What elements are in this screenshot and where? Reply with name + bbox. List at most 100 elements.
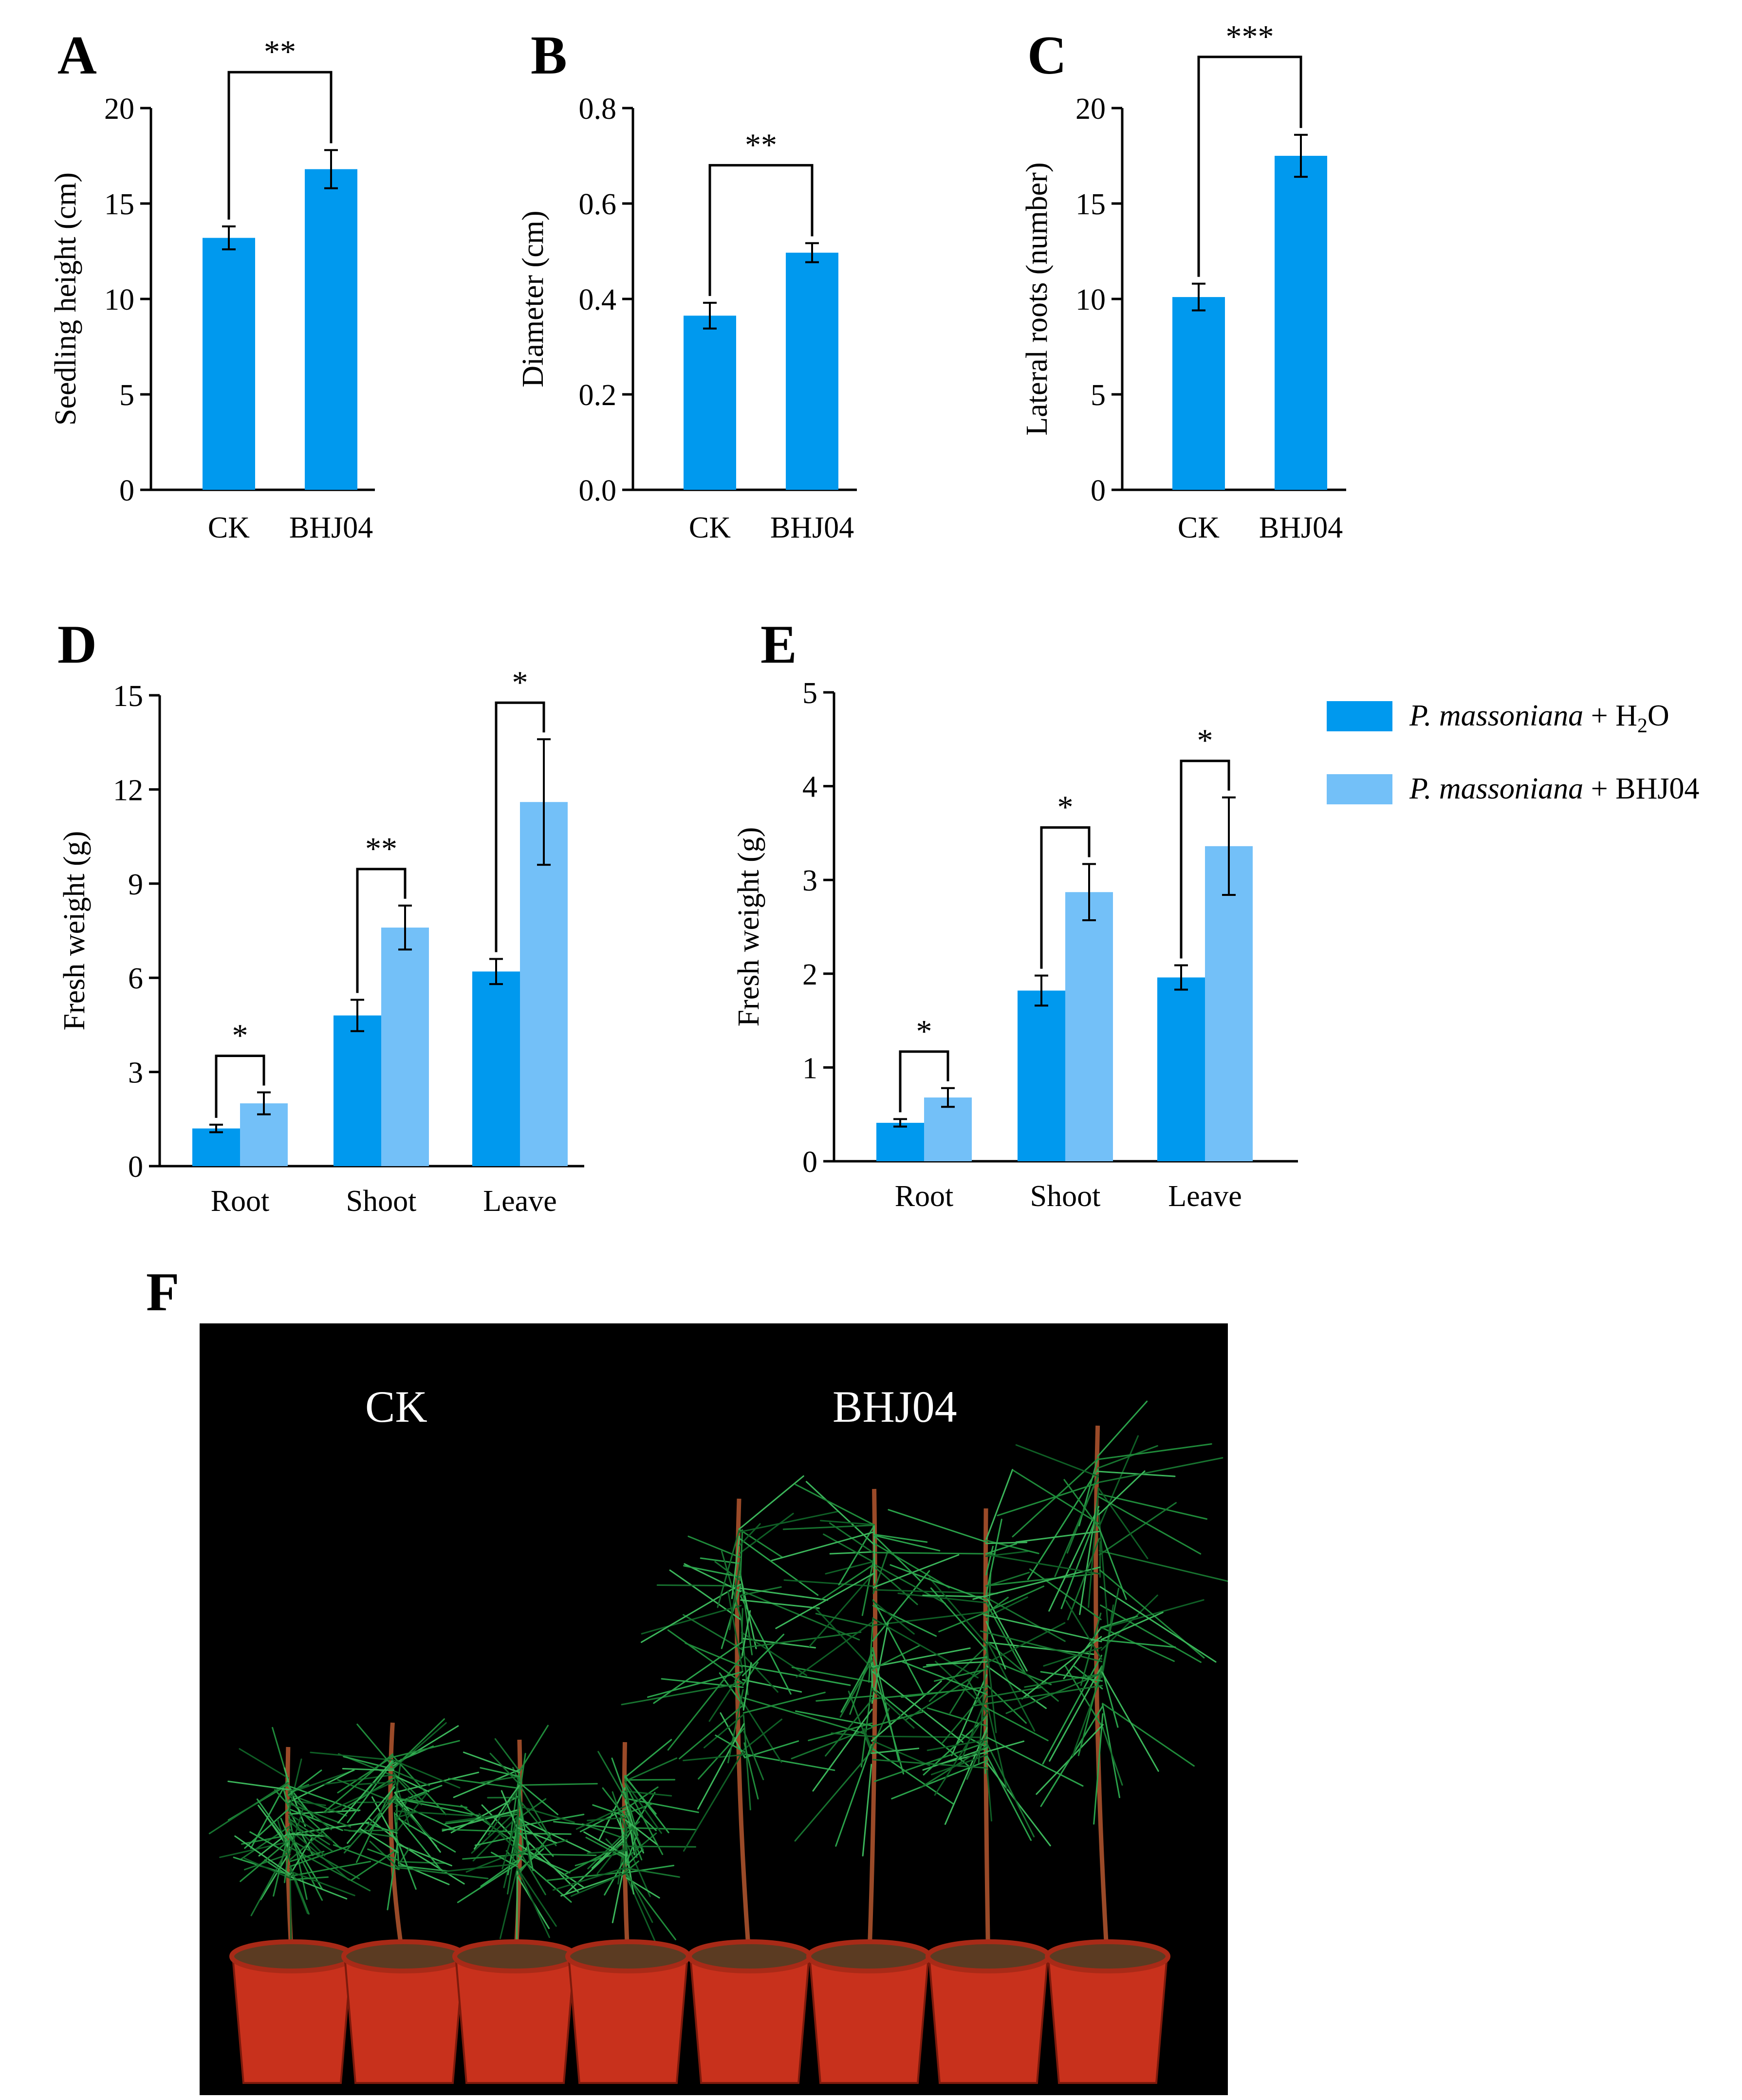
pine-needle: [741, 1610, 751, 1656]
legend-swatch-bhj04: [1327, 774, 1392, 804]
seedling-photo: CK BHJ04: [200, 1323, 1228, 2095]
pine-needle: [783, 1579, 874, 1587]
pine-needle: [1040, 1671, 1103, 1682]
pine-needle: [392, 1740, 460, 1758]
pine-needle: [509, 1772, 520, 1841]
significance-bracket-d: [215, 1055, 265, 1118]
pine-needle: [1101, 1671, 1159, 1772]
pine-needle: [289, 1838, 360, 1879]
pine-needle: [579, 1808, 627, 1833]
pine-needle: [872, 1759, 988, 1769]
pine-needle: [288, 1815, 308, 1900]
pine-needle: [873, 1534, 941, 1552]
pine-needle: [831, 1732, 872, 1737]
pine-needle: [1063, 1479, 1100, 1529]
pine-needle: [669, 1569, 742, 1621]
pine-needle: [928, 1645, 987, 1702]
pine-needle: [445, 1813, 519, 1825]
pine-needle: [624, 1798, 699, 1813]
pine-needle: [250, 1844, 291, 1916]
pine-needle: [815, 1613, 874, 1627]
pine-needle: [771, 1531, 875, 1561]
pine-needle: [1080, 1612, 1102, 1686]
seedling-1: [208, 1727, 371, 2084]
pine-needle: [463, 1751, 520, 1773]
pine-needle: [1012, 1458, 1099, 1538]
bar-d-shoot-h2o: [334, 1015, 381, 1166]
pine-needle: [986, 1736, 1084, 1787]
pine-needle: [347, 1761, 394, 1823]
y-tick-label-d: 9: [128, 868, 143, 901]
pine-needle: [287, 1784, 306, 1827]
pine-needle: [873, 1552, 996, 1555]
significance-bracket-d: [495, 701, 545, 952]
pine-needle: [624, 1781, 662, 1834]
pine-needle: [743, 1742, 759, 1800]
pine-needle: [805, 1481, 875, 1545]
pine-needle: [611, 1757, 626, 1796]
pine-needle: [239, 1748, 289, 1779]
y-tick-label-c: 0: [1091, 474, 1106, 507]
bar-e-leave-bhj04: [1205, 846, 1253, 1161]
pine-needle: [288, 1835, 323, 1901]
pine-needle: [396, 1839, 417, 1890]
pine-needle: [985, 1572, 1030, 1587]
pine-needle: [1048, 1505, 1100, 1612]
pine-needle: [337, 1779, 396, 1804]
pine-needle: [872, 1554, 960, 1588]
pine-needle: [518, 1783, 598, 1786]
pine-needle: [742, 1715, 751, 1811]
seedling-5: [621, 1475, 866, 2084]
pine-needle: [949, 1653, 987, 1714]
pine-needle: [890, 1564, 987, 1601]
y-axis-label-a: Seedling height (cm): [49, 172, 82, 426]
pine-needle: [872, 1611, 987, 1626]
pine-needle: [393, 1774, 422, 1805]
y-tick-label-b: 0.4: [579, 283, 617, 316]
pine-needle: [288, 1808, 343, 1831]
pine-needle: [985, 1573, 992, 1653]
pine-needle: [394, 1771, 480, 1793]
pine-needle: [729, 1561, 741, 1631]
pine-needle: [357, 1781, 395, 1785]
y-tick-label-a: 0: [119, 474, 134, 507]
x-tick-label-e: Shoot: [1030, 1180, 1101, 1213]
pine-needle: [621, 1682, 744, 1706]
pine-needle: [442, 1809, 519, 1832]
pine-needle: [625, 1819, 658, 1845]
y-tick-label-d: 3: [128, 1057, 143, 1090]
panel-label-c: C: [1027, 25, 1067, 86]
y-tick-label-a: 5: [119, 379, 134, 412]
pine-needle: [934, 1711, 988, 1796]
pine-needle: [861, 1557, 875, 1617]
pine-needle: [1097, 1496, 1202, 1555]
pine-needle: [683, 1614, 743, 1651]
pine-needle: [740, 1529, 743, 1580]
pine-needle: [394, 1800, 431, 1837]
pot: [567, 1955, 689, 2084]
pine-needle: [739, 1538, 819, 1596]
pine-needle: [1099, 1586, 1217, 1663]
pine-needle: [871, 1661, 905, 1775]
pine-needle: [288, 1784, 310, 1792]
pine-needle: [552, 1866, 628, 1891]
pine-needle: [985, 1542, 1028, 1544]
pot-soil: [806, 1939, 932, 1973]
pine-needle: [714, 1561, 741, 1581]
pine-needle: [871, 1689, 915, 1729]
pine-needle: [1060, 1509, 1100, 1609]
pine-needle: [626, 1864, 675, 1874]
pine-needle: [501, 1812, 519, 1870]
pine-needle: [394, 1797, 480, 1817]
pine-needle: [1099, 1502, 1177, 1556]
pine-needle: [244, 1808, 290, 1849]
x-tick-label-d: Leave: [483, 1185, 556, 1218]
pine-needle: [1102, 1703, 1195, 1767]
pine-needle: [282, 1785, 290, 1811]
pine-needle: [624, 1757, 678, 1782]
y-tick-label-e: 0: [802, 1146, 817, 1179]
bar-a-bhj04: [305, 169, 357, 490]
pine-needle: [1015, 1530, 1100, 1543]
pine-needle: [1054, 1476, 1099, 1578]
